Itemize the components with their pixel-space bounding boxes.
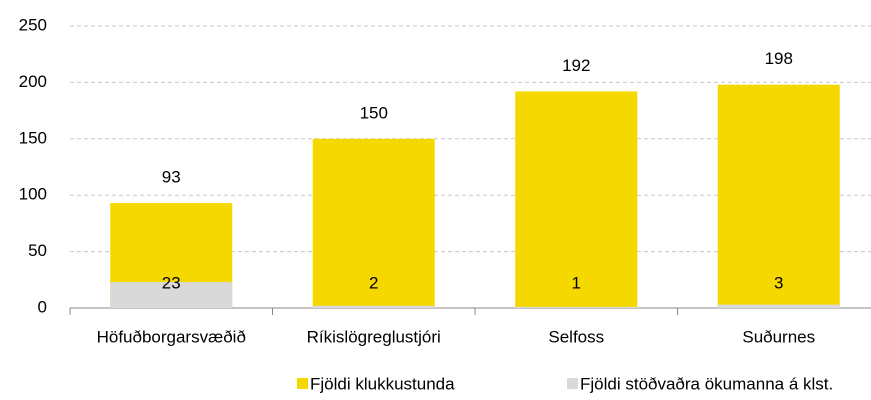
legend-swatch: [297, 378, 308, 389]
legend-label: Fjöldi stöðvaðra ökumanna á klst.: [580, 374, 833, 393]
y-tick-label: 250: [19, 15, 47, 34]
data-label: 2: [369, 273, 378, 292]
bar: [312, 305, 435, 308]
x-tick-label: Suðurnes: [742, 327, 815, 346]
x-tick-label: Ríkislögreglustjóri: [307, 327, 441, 346]
data-label: 1: [572, 273, 581, 292]
y-tick-label: 150: [19, 128, 47, 147]
bar: [515, 306, 638, 308]
bar: [717, 304, 840, 308]
data-label: 3: [774, 273, 783, 292]
data-label: 192: [562, 56, 590, 75]
bar: [110, 282, 233, 308]
bar: [717, 84, 840, 308]
data-label: 93: [162, 168, 181, 187]
legend-label: Fjöldi klukkustunda: [310, 374, 455, 393]
y-tick-label: 0: [38, 297, 47, 316]
legend-swatch: [567, 378, 578, 389]
y-tick-label: 200: [19, 72, 47, 91]
data-label: 198: [765, 49, 793, 68]
x-tick-label: Höfuðborgarsvæðið: [97, 327, 246, 346]
bar: [312, 138, 435, 308]
bar: [515, 91, 638, 308]
y-tick-label: 100: [19, 185, 47, 204]
x-tick-label: Selfoss: [548, 327, 604, 346]
y-tick-label: 50: [28, 241, 47, 260]
data-label: 150: [360, 103, 388, 122]
data-label: 23: [162, 273, 181, 292]
